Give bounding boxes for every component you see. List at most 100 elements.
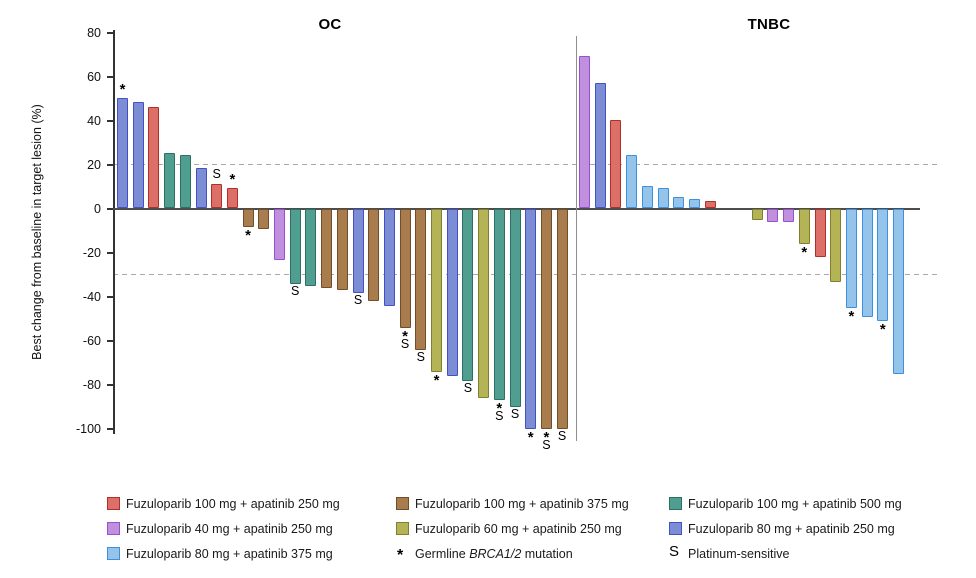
bar [673,197,685,208]
bar [446,209,458,377]
legend-label: Fuzuloparib 60 mg + apatinib 250 mg [415,522,622,536]
legend-swatch-periwinkle [669,522,682,535]
legend-label: Fuzuloparib 80 mg + apatinib 250 mg [688,522,895,536]
bar [242,209,254,227]
platinum-sensitive-mark: S [400,336,410,351]
y-axis-tick [107,340,113,342]
bar [861,209,873,317]
bar [493,209,505,401]
y-axis-tick-label: 60 [87,70,101,84]
legend-label: Fuzuloparib 100 mg + apatinib 250 mg [126,497,340,511]
y-axis-tick [107,32,113,34]
legend-swatch-purple [107,522,120,535]
plot-area: 80 60 40 20 0 -20 -40 -60 -80 -100 * S * * S S * S S * S * S S *… [76,26,938,452]
bar [893,209,904,374]
legend-label: Fuzuloparib 100 mg + apatinib 375 mg [415,497,629,511]
bar [594,82,606,208]
bar [509,209,521,407]
legend-label: Fuzuloparib 100 mg + apatinib 500 mg [688,497,902,511]
germline-mutation-asterisk: * [848,308,855,325]
germline-mutation-asterisk: * [801,244,808,262]
platinum-sensitive-mark: S [212,166,221,181]
y-axis-tick [107,164,113,166]
bar [478,209,490,399]
bar [751,209,763,220]
platinum-sensitive-marker-icon: S [669,543,680,560]
bar [641,186,653,208]
germline-mutation-asterisk: * [245,226,252,244]
bar [336,209,348,291]
legend-swatch-red [107,497,120,510]
bar [258,209,270,229]
legend-label: Platinum-sensitive [688,547,790,561]
y-axis-tick [107,384,113,386]
bar [688,199,700,208]
platinum-sensitive-mark: S [557,429,567,443]
legend-swatch-olive [396,522,409,535]
legend-label-part: mutation [521,547,573,561]
bar [399,209,411,328]
bar [321,209,333,289]
y-axis-tick [107,252,113,254]
bar [767,209,779,223]
y-axis-tick-label: -20 [82,246,101,260]
germline-mutation-asterisk: * [543,429,550,446]
legend-swatch-teal [669,497,682,510]
bar [626,155,638,208]
bar [164,153,176,208]
legend-label-germline-brca: Germline BRCA1/2 mutation [415,547,573,561]
panel-title-tnbc: TNBC [747,16,791,33]
y-axis-tick-label: -60 [82,334,101,348]
bar [814,209,826,258]
bar [525,209,537,429]
reference-line [113,164,938,165]
y-axis-tick [107,76,113,78]
bar [195,168,207,208]
bar [132,102,144,208]
legend-swatch-brown [396,497,409,510]
bar [274,209,285,260]
legend-label: Fuzuloparib 80 mg + apatinib 375 mg [126,547,333,561]
bar [657,188,669,208]
bar [352,209,364,293]
zero-baseline [113,208,920,210]
panel-divider [576,36,578,441]
bar [845,209,857,308]
germline-mutation-asterisk: * [229,171,236,189]
legend-label-part-italic: BRCA1/2 [469,547,522,561]
platinum-sensitive-mark: S [542,438,551,452]
y-axis-tick-label: -40 [82,290,101,304]
legend-swatch-lightblue [107,547,120,560]
bar [540,209,552,429]
y-axis-tick [107,296,113,298]
germline-mutation-asterisk: * [402,327,409,345]
bar [579,56,590,208]
bar [368,209,380,302]
legend-label: Fuzuloparib 40 mg + apatinib 250 mg [126,522,333,536]
bar [305,209,317,286]
asterisk-marker-icon: * [397,547,404,564]
germline-mutation-asterisk: * [433,371,440,389]
platinum-sensitive-mark: S [495,409,504,424]
bar [610,120,622,208]
bar [289,209,301,284]
bar [877,209,889,322]
bar [830,209,842,282]
bar [179,155,191,208]
bar [383,209,395,306]
bar [211,183,223,208]
bar [431,209,442,372]
bar [704,201,716,208]
bar [556,209,568,429]
y-axis-tick-label: 0 [94,202,101,216]
bar [462,209,474,381]
bar [415,209,427,350]
bar [226,188,238,208]
y-axis-tick [107,208,113,210]
platinum-sensitive-mark: S [353,292,363,307]
bar [798,209,810,245]
bar [117,98,128,208]
y-axis-tick-label: 40 [87,114,101,128]
germline-mutation-asterisk: * [879,321,886,339]
